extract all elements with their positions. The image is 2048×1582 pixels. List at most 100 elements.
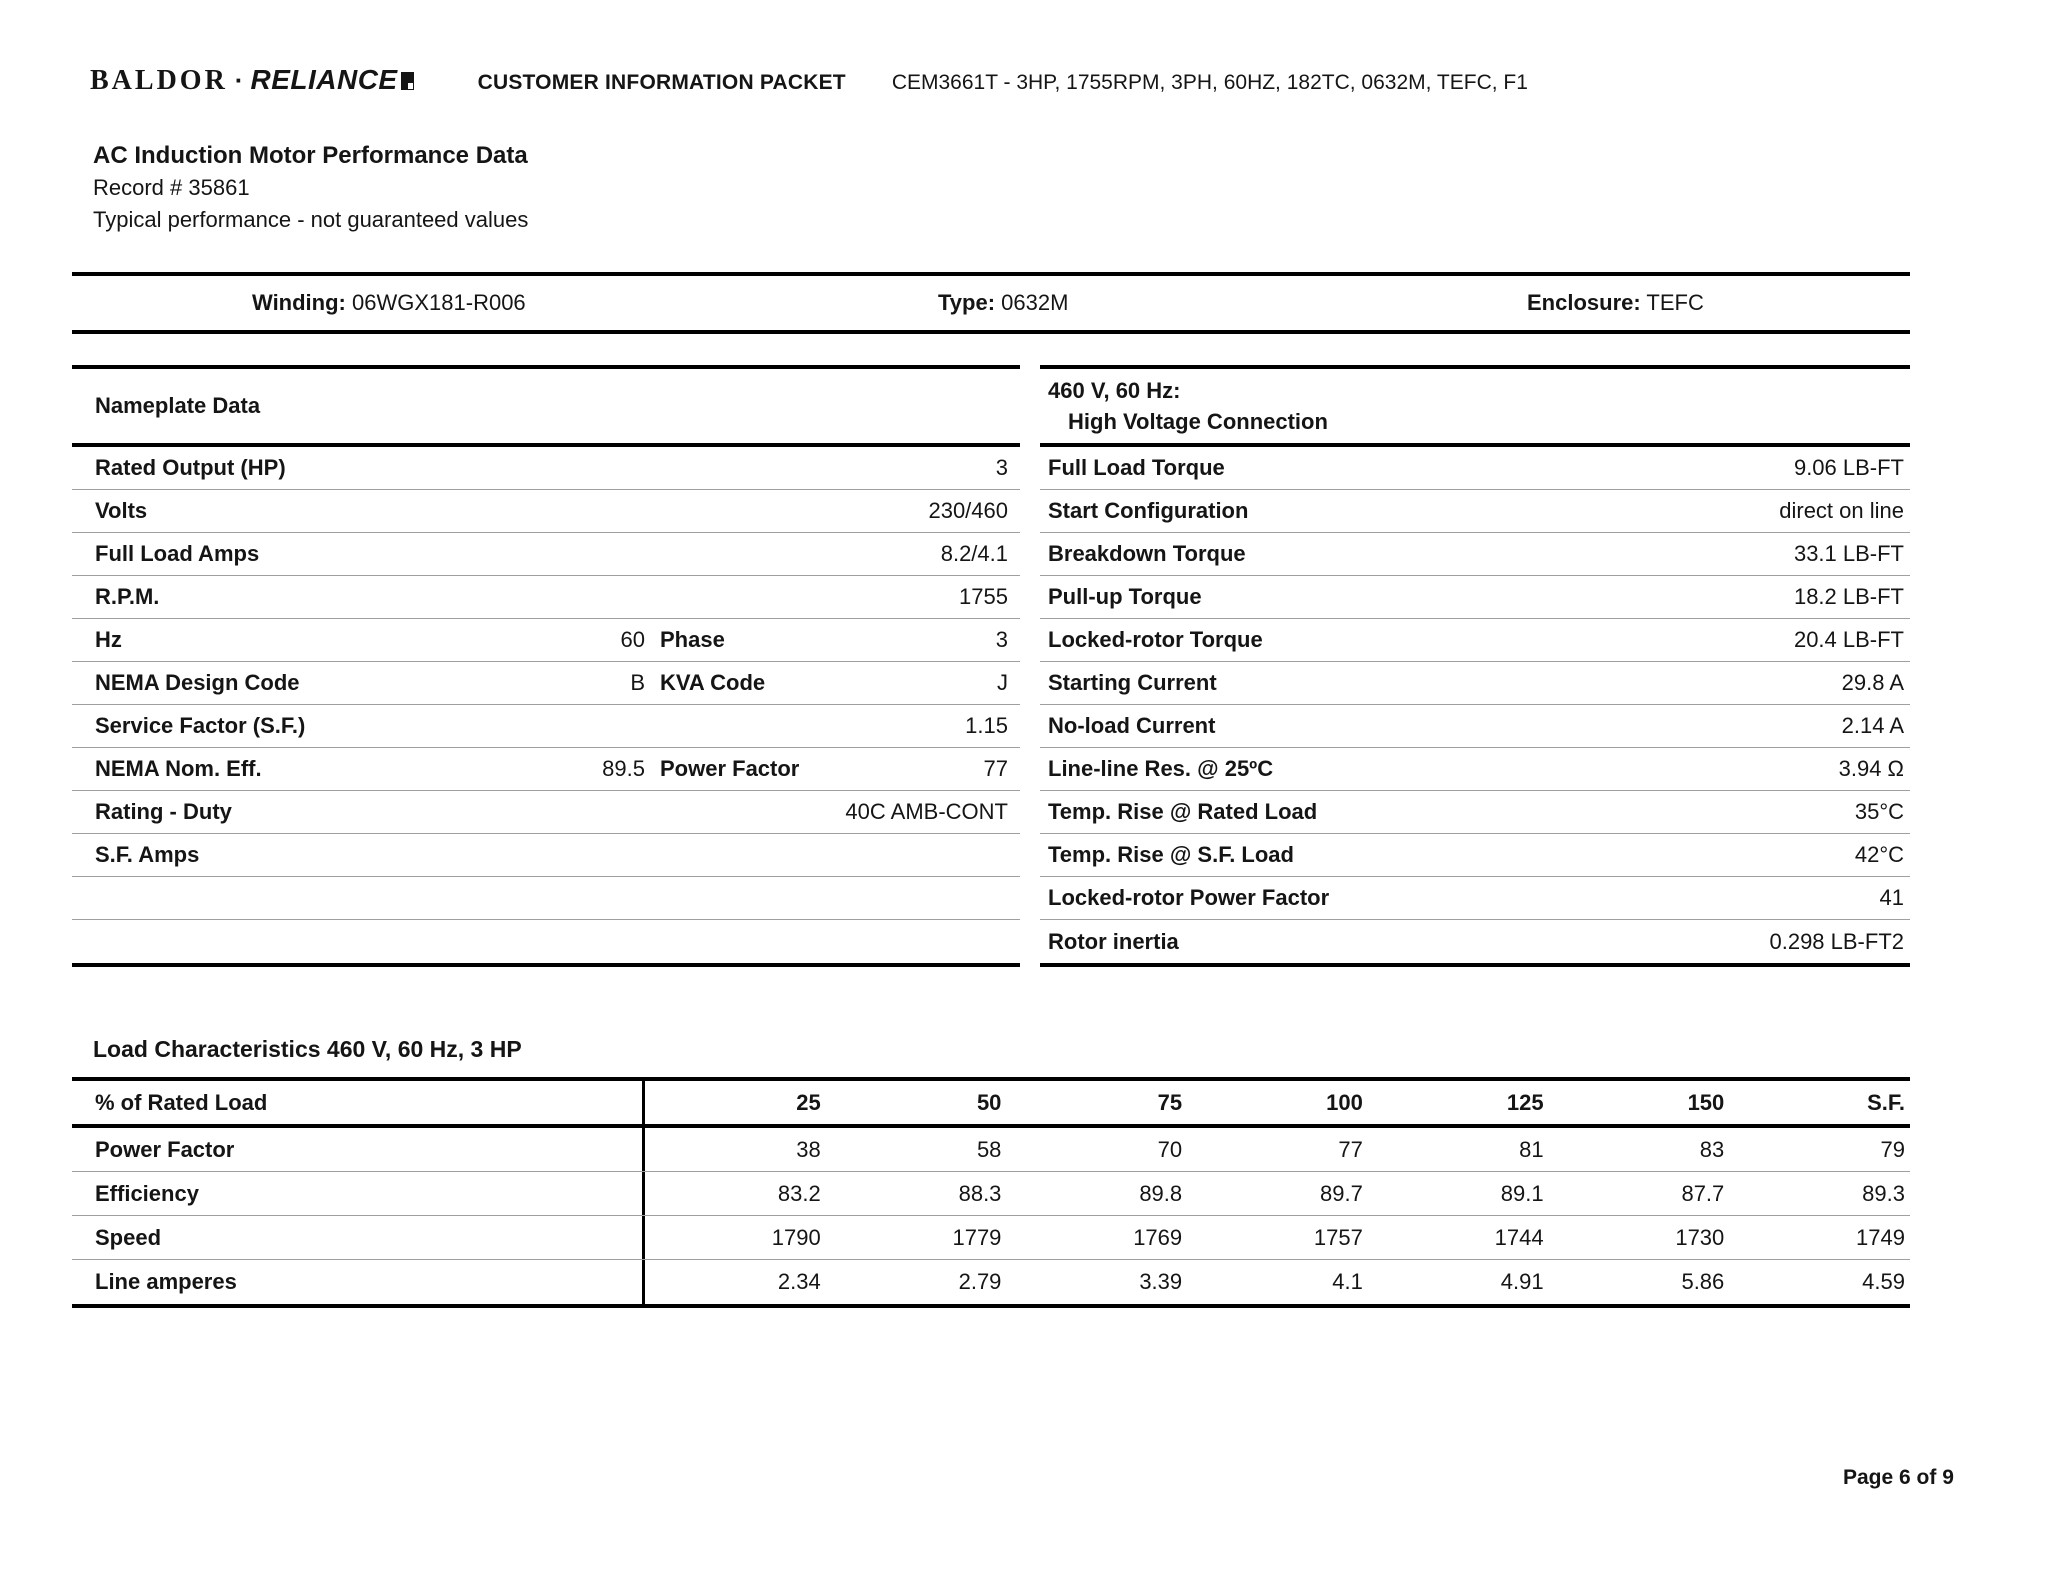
- row-label: Temp. Rise @ Rated Load: [1048, 799, 1318, 824]
- type-label: Type:: [938, 290, 996, 315]
- row-value: J: [997, 670, 1008, 695]
- row-label: Temp. Rise @ S.F. Load: [1048, 842, 1294, 867]
- table-row: Temp. Rise @ S.F. Load 42°C: [1040, 834, 1910, 877]
- cell-value: 79: [1880, 1136, 1905, 1162]
- row-value: 1.15: [965, 713, 1008, 738]
- row-value: 9.06 LB-FT: [1793, 455, 1904, 480]
- enclosure-value: TEFC: [1646, 290, 1704, 315]
- cell-value: 88.3: [958, 1180, 1002, 1206]
- cell-value: 89.1: [1500, 1180, 1544, 1206]
- cell-value: 2.79: [958, 1269, 1002, 1294]
- winding-bar: Winding: 06WGX181-R006 Type: 0632M Enclo…: [72, 272, 1910, 334]
- row-label: Line amperes: [72, 1260, 645, 1304]
- cell-value: 1744: [1494, 1224, 1544, 1250]
- row-value: 20.4 LB-FT: [1793, 627, 1904, 652]
- row-value: 29.8 A: [1841, 670, 1904, 695]
- table-row: Speed 1790 1779 1769 1757 1744 1730 1749: [72, 1216, 1910, 1260]
- record-number: Record # 35861: [93, 175, 250, 200]
- table-row: Service Factor (S.F.) 1.15: [72, 705, 1020, 748]
- row-value: 1755: [959, 584, 1008, 609]
- cell-value: 83: [1699, 1136, 1725, 1162]
- row-value: 18.2 LB-FT: [1793, 584, 1904, 609]
- column-header: 75: [1157, 1089, 1183, 1115]
- table-row: Line-line Res. @ 25ºC 3.94 Ω: [1040, 748, 1910, 791]
- row-value: 40C AMB-CONT: [845, 799, 1008, 824]
- cell-value: 70: [1157, 1136, 1183, 1162]
- row-label: R.P.M.: [95, 584, 160, 609]
- row-value: 42°C: [1854, 842, 1904, 867]
- load-characteristics-table: % of Rated Load 25 50 75 100 125 150 S.F…: [72, 1077, 1910, 1308]
- row-label: Breakdown Torque: [1048, 541, 1246, 566]
- packet-title: CUSTOMER INFORMATION PACKET: [477, 71, 846, 94]
- table-row: [72, 877, 1020, 920]
- type-value: 0632M: [1001, 290, 1069, 315]
- row-label: Rotor inertia: [1048, 928, 1179, 954]
- load-table-header-row: % of Rated Load 25 50 75 100 125 150 S.F…: [72, 1081, 1910, 1128]
- cell-value: 1749: [1856, 1224, 1905, 1250]
- winding-cell: Winding: 06WGX181-R006: [252, 290, 526, 316]
- logo-dot: ·: [234, 65, 244, 95]
- cell-value: 38: [796, 1136, 821, 1162]
- table-row: NEMA Design Code B KVA Code J: [72, 662, 1020, 705]
- row-label-2: KVA Code: [660, 670, 766, 695]
- page-header: BALDOR · RELIANCE CUSTOMER INFORMATION P…: [90, 64, 1528, 97]
- connection-table-header: 460 V, 60 Hz: High Voltage Connection: [1040, 369, 1910, 447]
- connection-table-rows: Full Load Torque 9.06 LB-FT Start Configu…: [1040, 447, 1910, 967]
- row-mid-value: 60: [620, 627, 645, 652]
- column-header: 150: [1687, 1089, 1725, 1115]
- row-label: NEMA Design Code: [95, 670, 300, 695]
- column-header: 25: [796, 1089, 821, 1115]
- table-row: NEMA Nom. Eff. 89.5 Power Factor 77: [72, 748, 1020, 791]
- cell-value: 87.7: [1681, 1180, 1725, 1206]
- row-value: 33.1 LB-FT: [1793, 541, 1904, 566]
- table-row: Rated Output (HP) 3: [72, 447, 1020, 490]
- table-row: [72, 920, 1020, 963]
- load-characteristics-title: Load Characteristics 460 V, 60 Hz, 3 HP: [93, 1036, 522, 1062]
- row-value: 0.298 LB-FT2: [1769, 928, 1904, 954]
- cell-value: 89.3: [1862, 1180, 1905, 1206]
- row-value: 41: [1879, 885, 1904, 910]
- nameplate-header-text: Nameplate Data: [95, 393, 261, 418]
- row-label: Starting Current: [1048, 670, 1217, 695]
- table-row: Full Load Torque 9.06 LB-FT: [1040, 447, 1910, 490]
- type-cell: Type: 0632M: [938, 290, 1068, 316]
- page-number: Page 6 of 9: [1843, 1466, 1954, 1489]
- logo-baldor-text: BALDOR: [90, 65, 228, 96]
- nameplate-table-rows: Rated Output (HP) 3 Volts 230/460 Full L…: [72, 447, 1020, 967]
- row-label: Full Load Torque: [1048, 455, 1225, 480]
- cell-value: 89.8: [1139, 1180, 1183, 1206]
- title-block: AC Induction Motor Performance Data Reco…: [93, 140, 528, 236]
- cell-value: 2.34: [777, 1269, 821, 1294]
- row-label: S.F. Amps: [95, 842, 200, 867]
- table-row: S.F. Amps: [72, 834, 1020, 877]
- row-label: Rated Output (HP): [95, 455, 286, 480]
- column-header: S.F.: [1867, 1089, 1905, 1115]
- logo-reliance-text: RELIANCE: [250, 64, 398, 95]
- table-row: Temp. Rise @ Rated Load 35°C: [1040, 791, 1910, 834]
- row-value: 2.14 A: [1841, 713, 1904, 738]
- row-label: No-load Current: [1048, 713, 1216, 738]
- connection-header-line1: 460 V, 60 Hz:: [1048, 377, 1181, 403]
- row-label: Power Factor: [72, 1128, 645, 1171]
- cell-value: 3.39: [1139, 1269, 1183, 1294]
- nameplate-table: Nameplate Data Rated Output (HP) 3 Volts…: [72, 365, 1020, 967]
- table-row: Starting Current 29.8 A: [1040, 662, 1910, 705]
- table-row: Power Factor 38 58 70 77 81 83 79: [72, 1128, 1910, 1172]
- cell-value: 1757: [1313, 1224, 1363, 1250]
- cell-value: 4.59: [1862, 1269, 1905, 1294]
- brand-logo: BALDOR · RELIANCE: [90, 64, 414, 97]
- page-title: AC Induction Motor Performance Data: [93, 142, 528, 169]
- table-row: Rotor inertia 0.298 LB-FT2: [1040, 920, 1910, 963]
- row-label-2: Phase: [660, 627, 725, 652]
- table-row: No-load Current 2.14 A: [1040, 705, 1910, 748]
- row-label: Line-line Res. @ 25ºC: [1048, 756, 1274, 781]
- row-label: Full Load Amps: [95, 541, 260, 566]
- cell-value: 81: [1519, 1136, 1544, 1162]
- table-row: Locked-rotor Power Factor 41: [1040, 877, 1910, 920]
- row-label: NEMA Nom. Eff.: [95, 756, 262, 781]
- table-row: Start Configuration direct on line: [1040, 490, 1910, 533]
- row-label: Service Factor (S.F.): [95, 713, 306, 738]
- cell-value: 1779: [952, 1224, 1002, 1250]
- table-row: Pull-up Torque 18.2 LB-FT: [1040, 576, 1910, 619]
